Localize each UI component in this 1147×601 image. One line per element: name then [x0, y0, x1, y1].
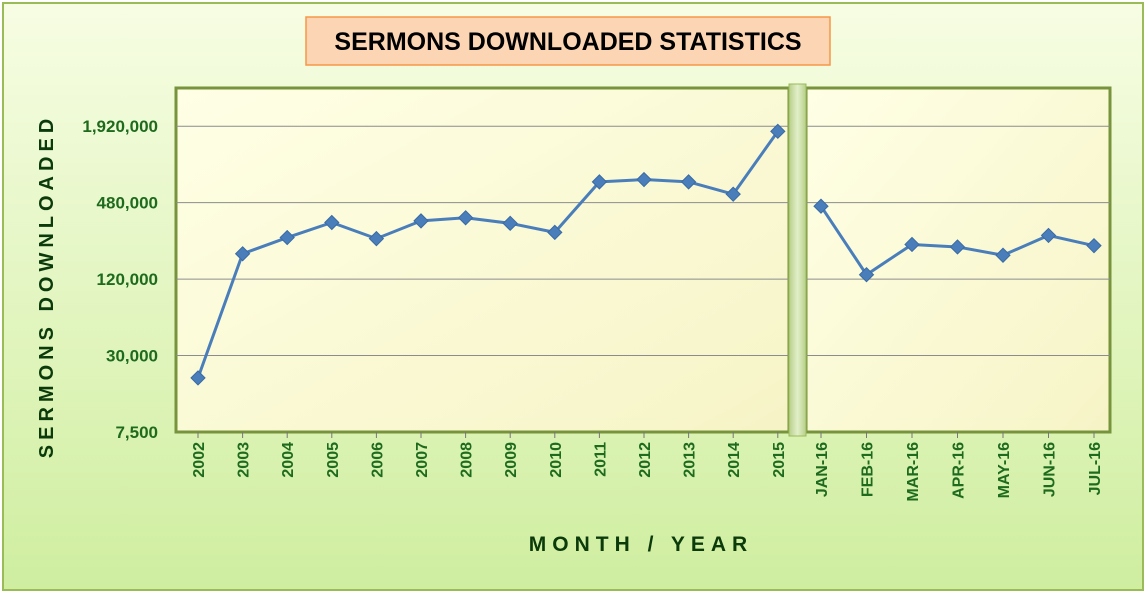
x-tick-label: 2008	[459, 442, 476, 478]
data-point-2008	[457, 210, 474, 226]
x-tick-label: MAR-16	[905, 442, 922, 502]
plot-area	[174, 83, 1112, 437]
x-tick-label: 2004	[280, 442, 297, 478]
y-tick-label: 1,920,000	[82, 117, 158, 136]
x-tick-label: JUN-16	[1042, 442, 1059, 497]
axis-break	[788, 83, 807, 437]
chart-title: SERMONS DOWNLOADED STATISTICS	[334, 28, 801, 56]
data-point-MAY-16	[995, 247, 1011, 263]
data-point-2011	[591, 174, 608, 190]
series-line-segment-1	[196, 130, 780, 379]
series-group	[190, 123, 1102, 386]
x-tick-label: 2002	[191, 442, 208, 478]
x-tick-label: 2012	[637, 442, 654, 478]
data-point-2003	[234, 246, 251, 262]
x-tick-label: 2011	[592, 442, 609, 477]
data-point-JUN-16	[1040, 227, 1057, 244]
x-tick-label: JUL-16	[1087, 442, 1104, 495]
x-tick-label: 2009	[503, 442, 520, 478]
data-point-FEB-16	[858, 266, 875, 283]
data-point-2012	[636, 171, 652, 188]
data-point-2010	[547, 224, 563, 241]
x-tick-label: 2010	[548, 442, 565, 478]
x-tick-label: MAY-16	[996, 442, 1013, 498]
y-tick-label: 7,500	[115, 423, 158, 442]
data-point-APR-16	[949, 239, 966, 255]
x-tick-label: 2013	[682, 442, 699, 478]
x-tick-label: APR-16	[951, 442, 968, 499]
title-box	[305, 16, 831, 66]
x-tick-label: 2014	[726, 442, 743, 478]
data-point-2013	[680, 174, 697, 190]
y-axis-ticks: 7,500 30,000 120,000 480,000 1,920,000	[82, 117, 158, 442]
x-axis-label: MONTH / YEAR	[529, 533, 753, 556]
y-tick-label: 480,000	[97, 194, 158, 213]
x-tick-label: 2005	[325, 442, 342, 478]
plot-panel-1	[174, 86, 791, 434]
data-point-2015	[770, 123, 786, 140]
data-point-2005	[324, 214, 340, 231]
x-tick-label: 2003	[236, 442, 253, 478]
x-tick-label: 2006	[369, 442, 386, 478]
data-point-MAR-16	[904, 236, 920, 253]
data-point-2009	[502, 215, 518, 232]
x-tick-label: FEB-16	[860, 442, 877, 497]
y-tick-label: 120,000	[97, 270, 158, 289]
data-point-2004	[279, 229, 295, 246]
data-point-JUL-16	[1086, 237, 1102, 254]
x-axis-ticks: 2002 2003 2004 2005 2006 2007 2008 2009 2010 2011…	[191, 432, 1104, 502]
x-tick-label: 2007	[414, 442, 431, 478]
y-axis-label: SERMONS DOWNLOADED	[36, 114, 58, 458]
data-point-2007	[413, 213, 429, 229]
data-point-2006	[368, 230, 385, 247]
x-tick-label: JAN-16	[814, 442, 831, 497]
plot-panel-2	[804, 86, 1112, 434]
y-tick-label: 30,000	[106, 347, 158, 366]
data-point-2002	[190, 370, 206, 386]
data-point-JAN-16	[813, 198, 829, 214]
x-tick-label: 2015	[771, 442, 788, 478]
data-point-2014	[725, 186, 741, 202]
